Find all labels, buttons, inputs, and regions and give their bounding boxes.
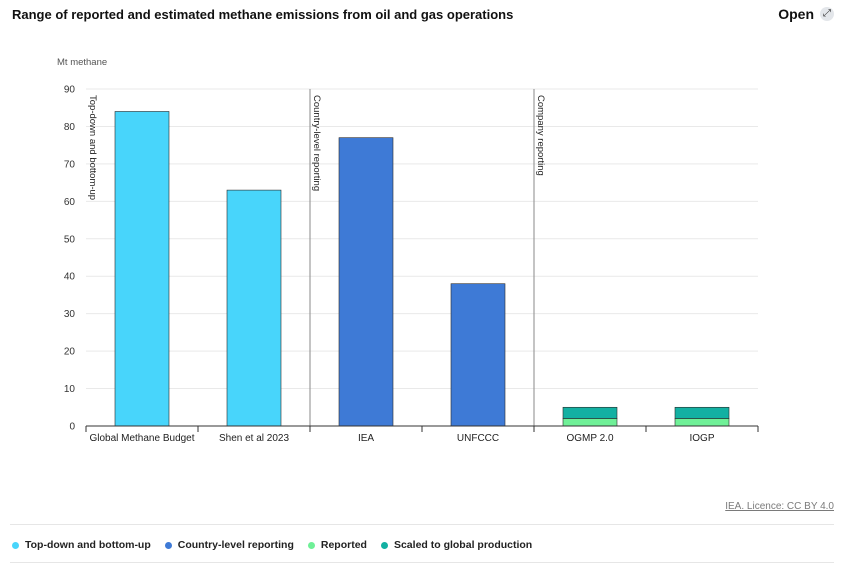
y-tick-label: 70 — [64, 159, 76, 170]
chart-area: Mt methane 0 10 20 30 40 50 60 70 80 90 Top-down an… — [57, 57, 759, 444]
bar — [674, 418, 730, 427]
chart-title: Range of reported and estimated methane … — [12, 7, 514, 22]
group-label: Company reporting — [535, 95, 546, 176]
legend-dot-icon — [164, 541, 172, 549]
legend-item-top-down[interactable]: Top-down and bottom-up — [12, 539, 151, 551]
y-tick-label: 0 — [69, 422, 75, 433]
y-tick-label: 60 — [64, 197, 76, 208]
x-tick-label: IOGP — [689, 433, 714, 444]
legend-item-reported[interactable]: Reported — [307, 539, 367, 551]
legend-dot-icon — [12, 541, 19, 549]
group-label: Country-level reporting — [311, 95, 322, 191]
legend-dot-icon — [307, 541, 315, 549]
bar — [450, 283, 506, 427]
y-tick-label: 40 — [64, 272, 76, 283]
y-tick-label: 30 — [64, 309, 76, 320]
y-tick-label: 80 — [64, 122, 76, 133]
y-tick-label: 90 — [64, 85, 76, 96]
x-tick-label: UNFCCC — [457, 433, 499, 444]
legend-item-scaled[interactable]: Scaled to global production — [380, 539, 533, 551]
bar — [226, 189, 282, 427]
y-tick-label: 20 — [64, 347, 76, 358]
legend-item-country-level[interactable]: Country-level reporting — [164, 539, 294, 551]
y-axis-label: Mt methane — [57, 57, 107, 68]
x-tick-label: Global Methane Budget — [89, 433, 194, 444]
bar — [114, 111, 170, 427]
legend-bottom-divider — [10, 562, 834, 563]
bar — [562, 406, 618, 419]
legend-label: Country-level reporting — [177, 539, 294, 551]
legend-dot-icon — [380, 541, 388, 549]
bar — [338, 137, 394, 427]
group-label: Top-down and bottom-up — [87, 95, 98, 200]
x-tick-label: Shen et al 2023 — [219, 433, 289, 444]
legend-label: Top-down and bottom-up — [25, 539, 151, 551]
bar — [674, 406, 730, 419]
open-button[interactable]: Open ⤢ — [778, 6, 834, 22]
legend-top-divider — [10, 524, 834, 525]
legend-label: Scaled to global production — [393, 539, 533, 551]
x-tick-label: IEA — [358, 433, 374, 444]
bar — [562, 418, 618, 427]
x-tick-label: OGMP 2.0 — [566, 433, 613, 444]
y-tick-label: 10 — [64, 384, 76, 395]
y-tick-label: 50 — [64, 234, 76, 245]
legend-label: Reported — [320, 539, 367, 551]
expand-arrows-icon: ⤢ — [820, 7, 834, 21]
open-label: Open — [778, 6, 814, 22]
licence-link[interactable]: IEA. Licence: CC BY 4.0 — [725, 501, 834, 512]
legend: Top-down and bottom-up Country-level rep… — [12, 539, 532, 551]
